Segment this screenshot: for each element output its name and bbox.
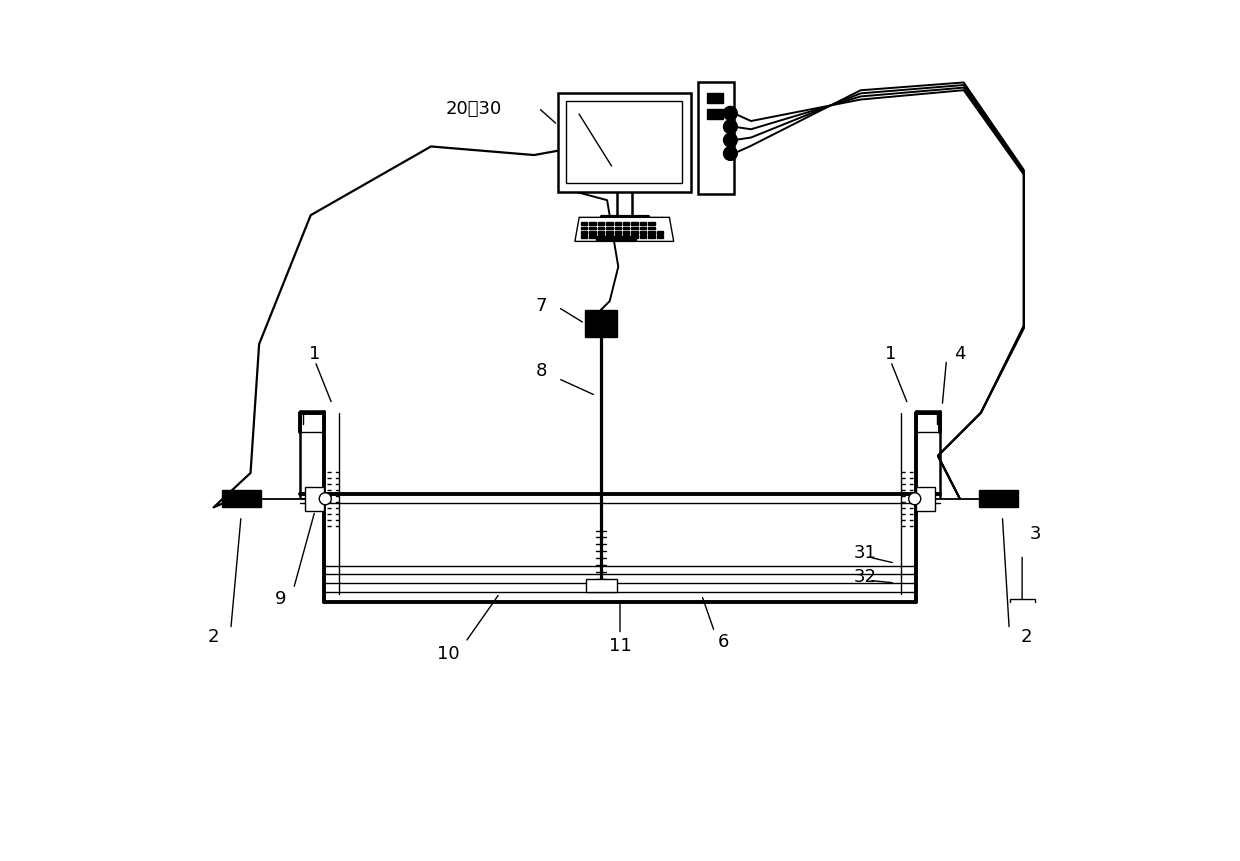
Bar bbox=[649, 227, 655, 230]
Bar bbox=[631, 232, 637, 234]
Bar bbox=[589, 223, 595, 226]
Bar bbox=[606, 236, 613, 238]
Circle shape bbox=[319, 493, 331, 505]
Bar bbox=[640, 227, 646, 230]
Bar bbox=[615, 223, 621, 226]
Bar bbox=[580, 227, 588, 230]
Text: 6: 6 bbox=[718, 632, 729, 650]
Bar bbox=[622, 227, 630, 230]
Bar bbox=[622, 223, 630, 226]
Bar bbox=[631, 223, 637, 226]
Bar bbox=[615, 232, 621, 234]
Circle shape bbox=[723, 108, 738, 121]
Bar bbox=[598, 223, 604, 226]
Bar bbox=[606, 232, 613, 234]
Text: 1: 1 bbox=[309, 344, 321, 362]
Bar bbox=[640, 236, 646, 238]
Bar bbox=[589, 227, 595, 230]
Text: 32: 32 bbox=[853, 567, 877, 585]
Bar bbox=[598, 232, 604, 234]
Text: 8: 8 bbox=[536, 362, 547, 380]
Circle shape bbox=[723, 147, 738, 161]
Text: 4: 4 bbox=[954, 344, 965, 362]
Bar bbox=[558, 94, 691, 192]
Text: 1: 1 bbox=[885, 344, 897, 362]
Bar bbox=[606, 223, 613, 226]
Bar bbox=[222, 491, 260, 508]
Bar bbox=[657, 232, 663, 234]
Circle shape bbox=[909, 493, 921, 505]
Bar bbox=[580, 223, 588, 226]
Bar bbox=[631, 227, 637, 230]
Bar bbox=[707, 109, 723, 120]
Text: 2: 2 bbox=[208, 628, 219, 646]
Bar bbox=[580, 232, 588, 234]
Text: 3: 3 bbox=[1029, 524, 1040, 542]
Bar bbox=[649, 236, 655, 238]
Bar bbox=[598, 227, 604, 230]
Bar bbox=[580, 236, 588, 238]
Bar bbox=[640, 223, 646, 226]
Circle shape bbox=[723, 134, 738, 148]
Bar bbox=[707, 94, 723, 104]
Bar bbox=[598, 236, 604, 238]
Text: 11: 11 bbox=[609, 636, 631, 654]
Text: 31: 31 bbox=[853, 543, 877, 561]
Circle shape bbox=[723, 121, 738, 134]
Bar bbox=[631, 236, 637, 238]
Text: 9: 9 bbox=[275, 589, 286, 607]
Bar bbox=[916, 487, 935, 511]
Bar bbox=[622, 236, 630, 238]
Bar bbox=[615, 236, 621, 238]
Bar bbox=[596, 237, 636, 240]
Bar bbox=[980, 491, 1018, 508]
Bar bbox=[622, 232, 630, 234]
Bar bbox=[649, 223, 655, 226]
Bar bbox=[567, 102, 682, 183]
Text: 2: 2 bbox=[1021, 628, 1032, 646]
Text: 10: 10 bbox=[436, 645, 460, 663]
Bar bbox=[606, 227, 613, 230]
Bar bbox=[640, 232, 646, 234]
Bar bbox=[305, 487, 324, 511]
Bar bbox=[585, 310, 618, 338]
Bar bbox=[615, 227, 621, 230]
Bar bbox=[698, 83, 734, 195]
Text: 20、30: 20、30 bbox=[446, 100, 502, 118]
Bar bbox=[585, 579, 616, 592]
Bar bbox=[649, 232, 655, 234]
Polygon shape bbox=[575, 218, 673, 242]
Bar bbox=[589, 236, 595, 238]
Bar bbox=[657, 236, 663, 238]
Bar bbox=[589, 232, 595, 234]
Text: 7: 7 bbox=[536, 297, 547, 315]
